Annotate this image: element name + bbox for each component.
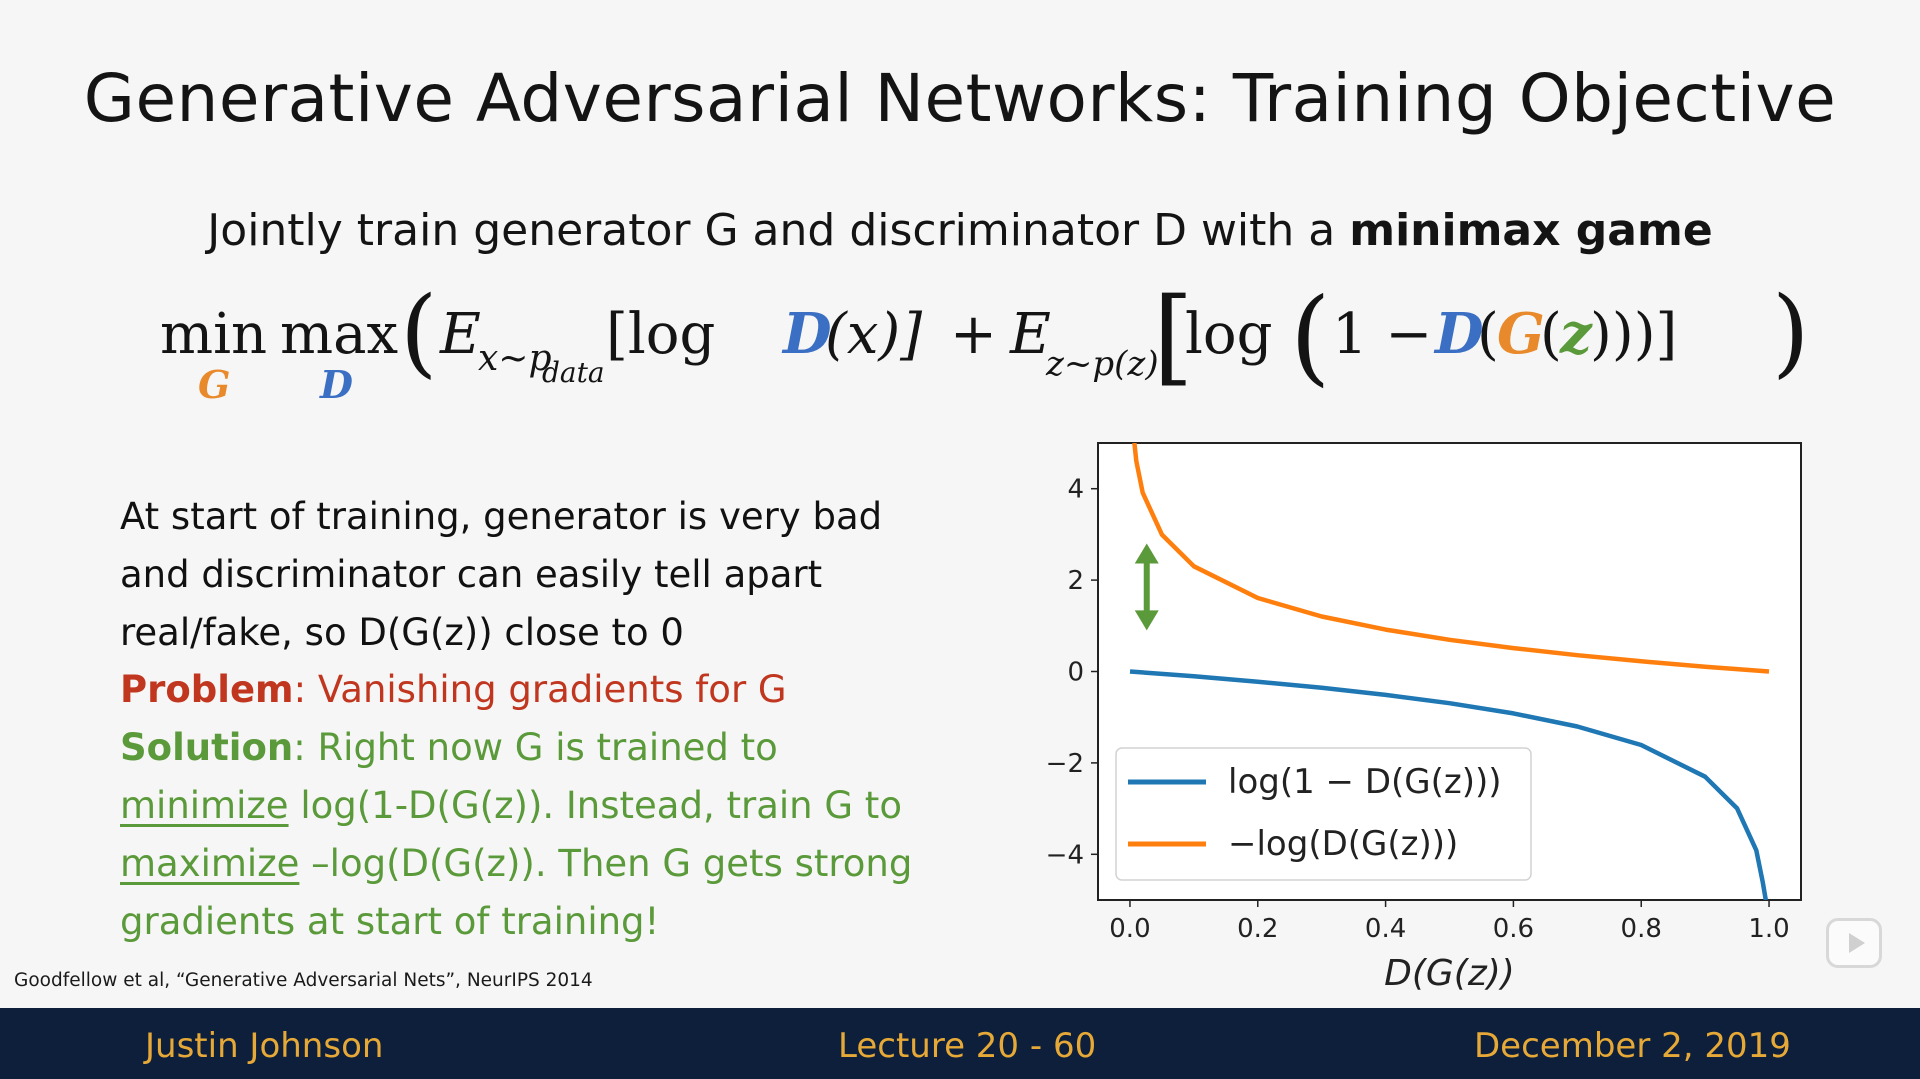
series-line-log-one-minus	[1129, 669, 1769, 900]
minimax-formula: min G max D ( E x~p data [log D (x)] + E…	[150, 280, 1810, 420]
y-tick-label: −4	[1046, 840, 1084, 870]
y-tick-label: 0	[1067, 658, 1084, 688]
text-line-2: and discriminator can easily tell apart	[120, 552, 823, 596]
loss-chart: 0.0 0.2 0.4 0.6 0.8 1.0 −4 −2 0 2 4 D(G(z)) log(1 − …	[1030, 430, 1830, 1000]
x-tick-label: 0.8	[1621, 914, 1662, 944]
gradient-arrow-head-up	[1134, 543, 1159, 564]
slide-title: Generative Adversarial Networks: Trainin…	[83, 60, 1837, 137]
line7-rest: –log(D(G(z)). Then G gets strong	[299, 841, 913, 885]
subtitle-bold: minimax game	[1349, 205, 1713, 256]
formula-e2-sub: z~p(z)	[1045, 344, 1159, 384]
x-tick-label: 1.0	[1748, 914, 1789, 944]
text-line-1: At start of training, generator is very …	[120, 495, 883, 538]
formula-max: max	[280, 302, 398, 367]
slide-subtitle: Jointly train generator G and discrimina…	[0, 205, 1920, 256]
text-line-3: real/fake, so D(G(z)) close to 0	[120, 610, 684, 654]
x-axis-label: D(G(z))	[1384, 953, 1515, 994]
formula-one-minus: 1 −	[1332, 302, 1432, 367]
solution-text: : Right now G is trained to	[293, 726, 778, 770]
formula-open-paren: (	[400, 280, 437, 388]
minimize-word: minimize	[120, 783, 289, 827]
explanation-text: At start of training, generator is very …	[120, 488, 980, 950]
citation: Goodfellow et al, “Generative Adversaria…	[14, 970, 593, 991]
solution-line: Solution: Right now G is trained to	[120, 719, 980, 777]
problem-line: Problem: Vanishing gradients for G	[120, 661, 980, 719]
footer-author: Justin Johnson	[145, 1026, 384, 1066]
gradient-arrow-head-down	[1134, 610, 1159, 631]
formula-paren-z: (	[1540, 302, 1562, 367]
formula-D2: D	[1433, 301, 1484, 367]
play-icon[interactable]	[1826, 918, 1882, 968]
x-tick-label: 0.6	[1493, 914, 1534, 944]
formula-paren-g: (	[1477, 302, 1499, 367]
formula-e2: E	[1009, 302, 1051, 367]
solution-label: Solution	[120, 726, 294, 770]
y-tick-label: 4	[1067, 475, 1084, 505]
formula-max-sub: D	[319, 362, 353, 407]
legend-label: log(1 − D(G(z)))	[1228, 762, 1502, 802]
text-line-7: maximize –log(D(G(z)). Then G gets stron…	[120, 835, 980, 893]
formula-min-sub: G	[198, 362, 230, 407]
text-line-8: gradients at start of training!	[120, 899, 660, 943]
formula-z: z	[1559, 301, 1593, 367]
x-tick-label: 0.4	[1365, 914, 1406, 944]
y-tick-label: −2	[1046, 749, 1084, 779]
formula-G: G	[1497, 301, 1545, 367]
problem-text: : Vanishing gradients for G	[293, 668, 787, 712]
footer-bar: Justin Johnson Lecture 20 - 60 December …	[0, 1008, 1920, 1079]
footer-lecture: Lecture 20 - 60	[838, 1026, 1097, 1066]
formula-e1-subsub: data	[542, 356, 605, 389]
formula-close-paren: )	[1772, 280, 1809, 388]
formula-min: min	[160, 302, 267, 367]
formula-plus: +	[950, 302, 997, 367]
series-line-neg-log	[1132, 443, 1770, 674]
subtitle-text: Jointly train generator G and discrimina…	[207, 205, 1350, 256]
chart-svg: 0.0 0.2 0.4 0.6 0.8 1.0 −4 −2 0 2 4 D(G(z)) log(1 − …	[1046, 442, 1802, 994]
formula-D1: D	[781, 301, 832, 367]
formula-x-term: (x)]	[825, 302, 922, 367]
formula-e1: E	[439, 302, 481, 367]
problem-label: Problem	[120, 668, 294, 712]
formula-paren-open: (	[1290, 280, 1331, 397]
legend-label: −log(D(G(z)))	[1228, 824, 1458, 864]
formula-log2: log	[1185, 302, 1272, 367]
legend-box	[1115, 747, 1532, 881]
text-line-6: minimize log(1-D(G(z)). Instead, train G…	[120, 777, 980, 835]
y-tick-label: 2	[1067, 566, 1084, 596]
formula-closing: )))]	[1590, 302, 1677, 367]
formula-e1-sub: x~p	[478, 338, 552, 379]
maximize-word: maximize	[120, 841, 300, 885]
x-tick-label: 0.0	[1109, 914, 1150, 944]
formula-log1: [log	[606, 302, 715, 367]
x-tick-label: 0.2	[1237, 914, 1278, 944]
formula-svg: min G max D ( E x~p data [log D (x)] + E…	[160, 280, 1809, 407]
line6-rest: log(1-D(G(z)). Instead, train G to	[288, 783, 902, 827]
footer-date: December 2, 2019	[1474, 1026, 1791, 1066]
formula-bracket-open: [	[1153, 280, 1194, 397]
